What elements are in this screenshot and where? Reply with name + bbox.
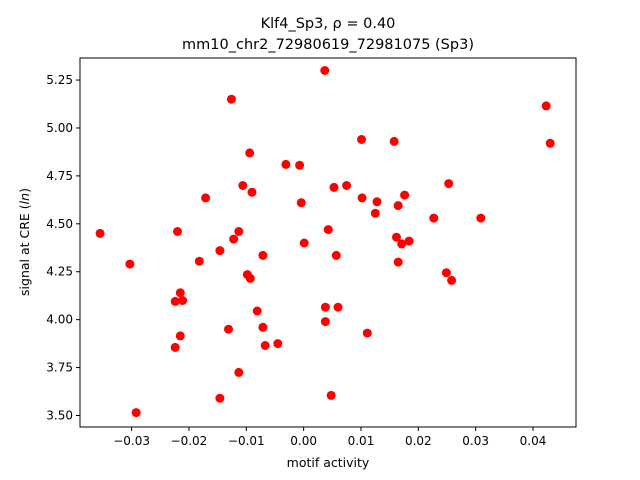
data-point	[329, 182, 339, 192]
data-point	[247, 187, 257, 197]
data-point	[173, 227, 182, 236]
data-point	[194, 256, 204, 266]
data-point	[201, 193, 211, 203]
x-axis-ticks: −0.03 −0.02 −0.01 0.00 0.01 0.02 0.03 0.04	[113, 427, 546, 448]
data-points	[95, 66, 555, 418]
data-point	[258, 250, 268, 260]
data-point	[295, 160, 305, 170]
x-tick-label: 0.02	[405, 434, 432, 448]
y-tick-label: 4.50	[46, 217, 73, 231]
data-point	[444, 179, 454, 189]
data-point	[393, 201, 403, 211]
data-point	[226, 94, 236, 104]
data-point	[95, 228, 105, 238]
y-tick-label: 3.75	[46, 361, 73, 375]
data-point	[260, 341, 270, 350]
data-point	[326, 390, 336, 400]
x-tick-label: 0.01	[348, 434, 375, 448]
data-point	[178, 296, 188, 305]
data-point	[296, 198, 306, 208]
data-point	[252, 306, 262, 316]
y-tick-label: 5.00	[46, 121, 73, 135]
data-point	[389, 136, 399, 146]
data-point	[170, 342, 180, 352]
chart-title-line1: Klf4_Sp3, ρ = 0.40	[261, 16, 396, 32]
y-axis-ticks: 3.50 3.75 4.00 4.25 4.50 4.75 5.00 5.25	[46, 73, 80, 422]
data-point	[245, 273, 255, 283]
data-point	[393, 257, 403, 267]
data-point	[234, 367, 244, 377]
y-tick-label: 4.00	[46, 313, 73, 327]
chart-title-line2: mm10_chr2_72980619_72981075 (Sp3)	[182, 37, 474, 53]
data-point	[175, 331, 185, 341]
data-point	[238, 181, 248, 190]
data-point	[175, 288, 185, 298]
data-point	[131, 408, 141, 418]
data-point	[342, 181, 352, 190]
data-point	[215, 246, 225, 256]
data-point	[331, 250, 341, 260]
y-tick-label: 4.75	[46, 169, 73, 183]
data-point	[362, 328, 372, 338]
data-point	[224, 324, 233, 334]
data-point	[299, 238, 309, 248]
data-point	[281, 159, 291, 169]
x-tick-label: −0.03	[113, 434, 150, 448]
data-point	[447, 275, 457, 285]
data-point	[125, 259, 135, 269]
data-point	[357, 135, 366, 144]
data-point	[545, 138, 555, 148]
data-point	[323, 225, 333, 235]
data-point	[229, 234, 239, 244]
x-tick-label: −0.02	[171, 434, 208, 448]
data-point	[273, 339, 283, 349]
y-tick-label: 4.25	[46, 265, 73, 279]
y-tick-label: 5.25	[46, 73, 73, 87]
data-point	[245, 148, 255, 158]
data-point	[320, 66, 330, 75]
data-point	[372, 197, 382, 207]
data-point	[215, 393, 225, 403]
x-axis-label: motif activity	[287, 455, 370, 470]
data-point	[397, 239, 407, 249]
data-point	[441, 268, 451, 278]
data-point	[170, 296, 180, 306]
x-tick-label: 0.00	[290, 434, 317, 448]
data-point	[429, 213, 439, 223]
x-tick-label: −0.01	[228, 434, 265, 448]
y-tick-label: 3.50	[46, 408, 73, 422]
data-point	[234, 227, 244, 236]
data-point	[320, 317, 330, 327]
data-point	[320, 302, 330, 312]
data-point	[541, 101, 551, 111]
data-point	[333, 302, 343, 312]
x-tick-label: 0.04	[520, 434, 547, 448]
data-point	[357, 193, 367, 203]
data-point	[404, 236, 414, 246]
data-point	[476, 213, 486, 223]
data-point	[400, 190, 410, 200]
y-axis-label: signal at CRE (ln)	[17, 188, 32, 296]
data-point	[392, 232, 401, 242]
plot-frame	[79, 57, 577, 428]
data-point	[258, 322, 268, 332]
data-point	[370, 208, 380, 218]
x-tick-label: 0.03	[462, 434, 489, 448]
